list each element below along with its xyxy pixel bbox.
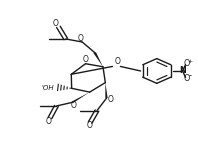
- Text: +: +: [187, 59, 192, 64]
- Text: O: O: [83, 55, 89, 64]
- Text: O: O: [78, 34, 84, 43]
- Text: O: O: [53, 19, 59, 28]
- Text: O: O: [108, 95, 113, 104]
- Polygon shape: [71, 92, 90, 103]
- Text: O: O: [70, 101, 76, 110]
- Polygon shape: [93, 52, 103, 67]
- Text: O: O: [183, 74, 190, 83]
- Text: O: O: [46, 117, 52, 126]
- Text: O: O: [114, 57, 120, 66]
- Text: O: O: [183, 59, 190, 68]
- Text: N: N: [179, 66, 186, 76]
- Text: O: O: [86, 121, 92, 130]
- Text: 'OH: 'OH: [42, 85, 54, 91]
- Text: -: -: [189, 71, 192, 80]
- Polygon shape: [105, 83, 108, 98]
